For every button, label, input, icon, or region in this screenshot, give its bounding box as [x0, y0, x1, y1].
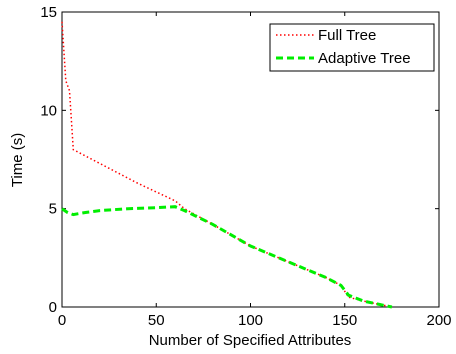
- y-axis-ticks: 0 5 10 15: [40, 4, 439, 316]
- x-axis-ticks: 0 50 100 150 200: [58, 12, 452, 329]
- x-tick-label: 0: [58, 312, 66, 329]
- y-tick-label: 5: [49, 201, 57, 218]
- legend: Full Tree Adaptive Tree: [269, 23, 435, 72]
- series-line-adaptive-tree: [61, 205, 393, 309]
- y-tick-label: 10: [40, 102, 57, 119]
- x-tick-label: 50: [148, 312, 165, 329]
- x-axis-label: Number of Specified Attributes: [149, 332, 352, 349]
- legend-label-adaptive-tree: Adaptive Tree: [318, 50, 411, 67]
- legend-label-full-tree: Full Tree: [318, 27, 376, 44]
- x-tick-label: 150: [332, 312, 357, 329]
- y-axis-label: Time (s): [9, 133, 26, 187]
- x-tick-label: 200: [426, 312, 451, 329]
- y-tick-label: 0: [49, 299, 57, 316]
- y-tick-label: 15: [40, 4, 57, 21]
- series-layer: [61, 21, 393, 309]
- x-tick-label: 100: [238, 312, 263, 329]
- legend-box: [269, 23, 435, 72]
- series-line-full-tree: [61, 21, 393, 308]
